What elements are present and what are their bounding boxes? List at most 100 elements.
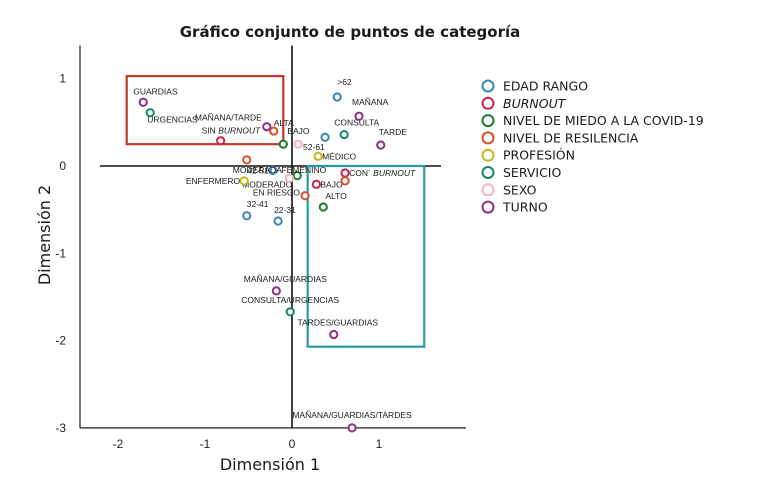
y-tick-label: 1 bbox=[59, 72, 66, 86]
x-tick-label: 0 bbox=[289, 437, 296, 451]
legend-label: BURNOUT bbox=[503, 96, 567, 111]
x-tick-label: -2 bbox=[113, 437, 124, 451]
highlight-rect-upper-left bbox=[125, 74, 285, 146]
legend-label: EDAD RANGO bbox=[503, 79, 588, 94]
data-point-label: 52-61 bbox=[303, 142, 325, 152]
data-point-label: 42-51 bbox=[247, 165, 269, 175]
data-point-marker bbox=[354, 111, 364, 121]
data-point-marker bbox=[216, 136, 226, 146]
data-point-marker bbox=[340, 168, 350, 178]
legend-marker-icon bbox=[481, 200, 495, 214]
data-point-label: 32-41 bbox=[247, 199, 269, 209]
data-point-label: URGENCIAS bbox=[147, 115, 198, 125]
y-tick-label: -1 bbox=[55, 246, 66, 260]
legend-label: NIVEL DE RESILENCIA bbox=[503, 130, 639, 145]
series-servicio: URGENCIAS CONSULTA CONSULTA/URGENCIAS bbox=[145, 108, 380, 317]
data-point-marker bbox=[320, 132, 330, 142]
data-point-label: BAJO bbox=[287, 126, 310, 136]
data-point-label: MAÑANA/TARDE bbox=[195, 113, 262, 123]
data-point-marker bbox=[311, 179, 321, 189]
data-point-marker bbox=[347, 423, 357, 433]
x-tick-label: -1 bbox=[200, 437, 211, 451]
data-point-marker bbox=[318, 202, 328, 212]
series-profesi-n: MÉDICO ENFERMERO bbox=[186, 151, 357, 185]
data-point-marker bbox=[332, 92, 342, 102]
data-point-marker bbox=[273, 216, 283, 226]
data-point-label: MAÑANA/GUARDIAS bbox=[244, 274, 327, 284]
data-point-label: 22-31 bbox=[274, 205, 296, 215]
data-point-marker bbox=[329, 329, 339, 340]
data-point-marker bbox=[313, 151, 323, 161]
legend-marker-icon bbox=[481, 183, 495, 197]
series-nivel-de-miedo-a-la-covid-19: BAJO MODERADO ALTO bbox=[242, 126, 347, 212]
data-point-marker bbox=[284, 173, 294, 183]
data-point-label: SIN BURNOUT bbox=[202, 126, 261, 136]
legend-item: PROFESIÓN bbox=[481, 148, 575, 163]
legend-label: TURNO bbox=[502, 200, 548, 215]
data-point-label: GUARDIAS bbox=[133, 86, 178, 96]
data-point-label: FEMENINO bbox=[281, 165, 326, 175]
highlight-rect-lower-right bbox=[306, 164, 426, 348]
legend-item: SERVICIO bbox=[481, 165, 561, 180]
data-point-marker bbox=[339, 129, 349, 140]
data-point-label: EN RIESGO bbox=[253, 188, 301, 198]
legend-item: SEXO bbox=[481, 182, 537, 197]
data-point-label: MODERADO bbox=[242, 180, 292, 190]
data-point-label: ALTA bbox=[274, 118, 294, 128]
data-point-marker bbox=[145, 108, 155, 118]
data-point-marker bbox=[271, 286, 281, 296]
y-tick-label: 0 bbox=[59, 159, 66, 173]
data-point-label: >62 bbox=[337, 77, 352, 87]
legend-marker-icon bbox=[481, 131, 495, 145]
x-tick-label: 1 bbox=[376, 437, 383, 451]
data-point-marker bbox=[262, 122, 272, 132]
chart-title: Gráfico conjunto de puntos de categoría bbox=[180, 23, 521, 41]
data-point-marker bbox=[300, 191, 310, 201]
legend-marker-icon bbox=[481, 79, 495, 93]
data-point-marker bbox=[376, 140, 386, 150]
y-tick-label: -3 bbox=[55, 421, 66, 435]
legend-marker-icon bbox=[481, 96, 495, 110]
legend-label: PROFESIÓN bbox=[503, 148, 575, 163]
series-turno: GUARDIAS MAÑANA/TARDE MAÑANA TARDE MAÑANA/GU… bbox=[133, 86, 412, 433]
highlight-rectangles bbox=[125, 74, 426, 348]
data-point-label: CONSULTA bbox=[334, 118, 379, 128]
legend-item: BURNOUT bbox=[481, 96, 567, 111]
data-point-label: ALTO bbox=[325, 191, 347, 201]
legend-label: NIVEL DE MIEDO A LA COVID-19 bbox=[503, 113, 704, 128]
data-point-marker bbox=[278, 139, 288, 149]
series-burnout: SIN BURNOUT CON´ BURNOUT BAJO bbox=[202, 126, 416, 190]
data-point-marker bbox=[285, 307, 295, 317]
data-point-marker bbox=[268, 165, 278, 175]
data-point-label: MÉDICO bbox=[322, 151, 356, 161]
legend-item: NIVEL DE RESILENCIA bbox=[481, 130, 639, 145]
x-axis-label: Dimensión 1 bbox=[220, 455, 320, 474]
legend-marker-icon bbox=[481, 148, 495, 162]
series-edad-rango: >62 52-61 42-51 32-41 22-31 bbox=[242, 77, 352, 226]
legend-label: SERVICIO bbox=[503, 165, 561, 180]
y-axis-label: Dimensión 2 bbox=[35, 185, 54, 285]
data-point-label: BAJO bbox=[320, 179, 343, 189]
data-points: >62 52-61 42-51 32-41 22-31 SIN BURNOUT CON´ B… bbox=[133, 77, 416, 433]
legend-item: NIVEL DE MIEDO A LA COVID-19 bbox=[481, 113, 704, 128]
legend-label: SEXO bbox=[503, 182, 537, 197]
data-point-label: CONSULTA/URGENCIAS bbox=[241, 295, 339, 305]
data-point-marker bbox=[292, 171, 302, 181]
legend-marker-icon bbox=[481, 114, 495, 128]
data-point-label: CON´ BURNOUT bbox=[349, 168, 416, 178]
data-point-label: TARDES/GUARDIAS bbox=[297, 317, 378, 327]
series-nivel-de-resilencia: ALTA MODERADA EN RIESGO bbox=[233, 118, 350, 201]
data-point-label: MAÑANA bbox=[352, 97, 389, 107]
data-point-label: MAÑANA/GUARDIAS/TARDES bbox=[292, 410, 412, 420]
data-point-marker bbox=[239, 176, 249, 186]
series-sexo: FEMENINO bbox=[281, 139, 327, 183]
legend: EDAD RANGO BURNOUT NIVEL DE MIEDO A LA COV… bbox=[481, 79, 704, 215]
data-point-label: ENFERMERO bbox=[186, 176, 241, 186]
legend-marker-icon bbox=[481, 166, 495, 179]
data-point-label: MODERADA bbox=[233, 165, 282, 175]
legend-item: TURNO bbox=[481, 200, 548, 215]
data-point-marker bbox=[269, 126, 279, 136]
data-point-marker bbox=[340, 176, 350, 186]
data-point-marker bbox=[138, 97, 148, 107]
